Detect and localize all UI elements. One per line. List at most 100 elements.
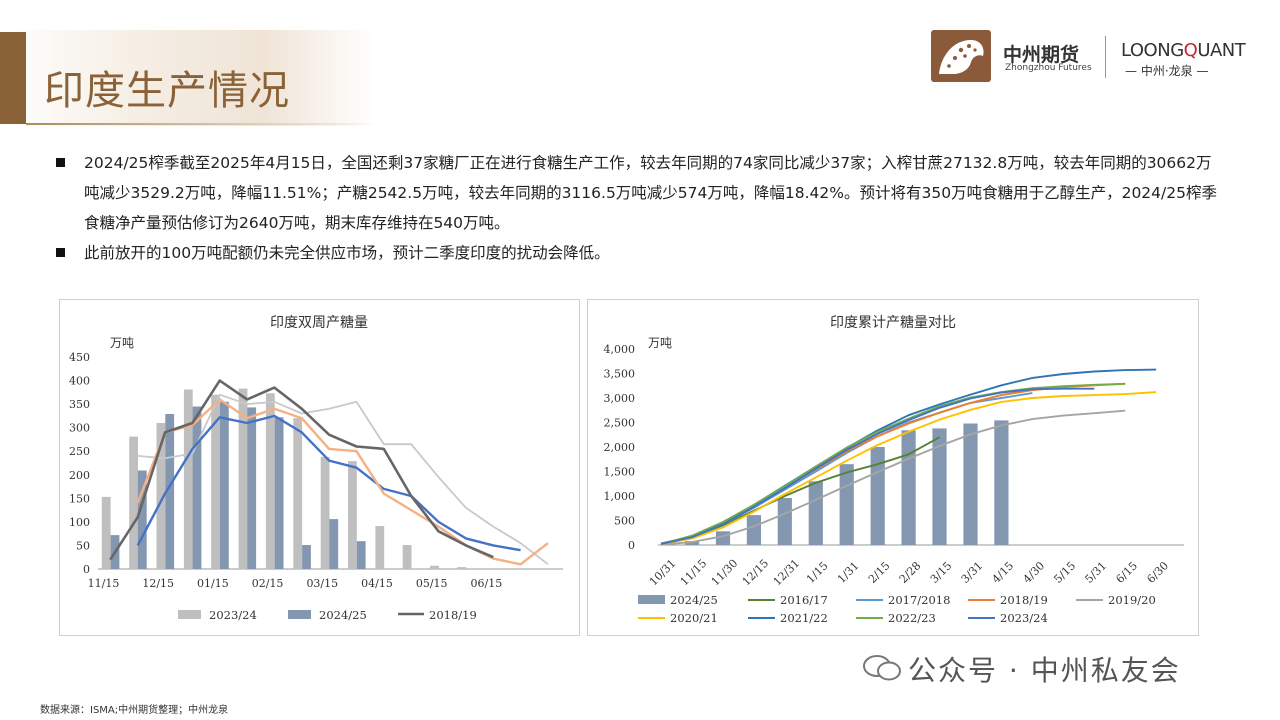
bar-2023-24: [375, 526, 385, 569]
bar-2023-24: [101, 496, 111, 569]
bar-2024-25: [808, 481, 823, 545]
bar-2023-24: [238, 388, 248, 569]
x-tick-label: 1/31: [835, 559, 862, 586]
legend-label: 2023/24: [209, 608, 257, 622]
x-tick-label: 04/15: [361, 577, 393, 590]
lq-part-q: Q: [1183, 40, 1198, 61]
y-tick-label: 1,500: [604, 466, 636, 479]
x-tick-label: 6/15: [1113, 559, 1140, 586]
bullet-square-icon: [56, 158, 65, 167]
x-tick-label: 05/15: [416, 577, 448, 590]
x-tick-label: 5/31: [1082, 559, 1109, 586]
bar-2024-25: [932, 428, 947, 545]
bar-2023-24: [129, 436, 138, 569]
bar-2024-25: [963, 423, 978, 545]
legend-swatch: [638, 595, 665, 604]
line-series-3: [137, 393, 549, 566]
title-accent-bar: [0, 32, 26, 124]
legend-label: 2024/25: [670, 593, 718, 607]
legend-label: 2018/19: [1000, 593, 1048, 607]
logo-name-cn: 中州期货: [1003, 44, 1080, 66]
y-tick-label: 350: [69, 398, 90, 411]
x-tick-label: 1/15: [804, 559, 831, 586]
data-source-note: 数据来源：ISMA;中州期货整理；中州龙泉: [40, 705, 229, 716]
bar-2024-25: [247, 407, 257, 569]
y-tick-label: 0: [628, 539, 635, 552]
line-series-0: [109, 379, 494, 561]
logo-divider: [1105, 36, 1106, 78]
x-tick-label: 01/15: [197, 577, 229, 590]
bullet-text: 此前放开的100万吨配额仍未完全供应市场，预计二季度印度的扰动会降低。: [84, 244, 610, 262]
bar-2024-25: [994, 420, 1009, 545]
bar-2024-25: [715, 531, 731, 545]
y-axis-unit: 万吨: [110, 336, 134, 350]
bar-2024-25: [356, 541, 366, 569]
y-tick-label: 2,500: [604, 417, 636, 430]
legend-label: 2018/19: [429, 608, 477, 622]
bar-2024-25: [839, 464, 854, 545]
series-line-2022-23: [660, 382, 1126, 545]
loongquant-subtitle: — 中州·龙泉 —: [1125, 64, 1209, 78]
bar-2024-25: [777, 498, 792, 545]
x-tick-label: 11/15: [88, 577, 120, 590]
watermark-text: 公众号 · 中州私友会: [908, 654, 1181, 687]
y-tick-label: 200: [69, 469, 90, 482]
y-tick-label: 1,000: [604, 490, 636, 503]
legend-label: 2016/17: [780, 593, 828, 607]
line-series-1: [136, 414, 521, 552]
bar-2024-25: [302, 545, 311, 569]
bar-2023-24: [430, 565, 439, 569]
bar-2023-24: [293, 418, 303, 569]
x-tick-label: 12/31: [771, 557, 803, 589]
lq-part-a: LOONG: [1121, 40, 1184, 61]
bar-2023-24: [211, 394, 220, 569]
title-underline: [26, 123, 376, 125]
chart-panel-biweekly: 印度双周产糖量 万吨 0 50 100 150 200 250 300 350 400 450 11/1…: [59, 299, 580, 636]
logo-name-en: Zhongzhou Futures: [1005, 63, 1092, 73]
y-tick-label: 250: [69, 445, 90, 458]
series-line-2023-24: [660, 387, 1095, 545]
y-tick-label: 2,000: [604, 441, 636, 454]
x-tick-label: 06/15: [471, 577, 503, 590]
x-tick-label: 02/15: [252, 577, 284, 590]
series-line-2020-21: [660, 391, 1157, 545]
bullet-item: 2024/25榨季截至2025年4月15日，全国还剩37家糖厂正在进行食糖生产工…: [52, 148, 1222, 238]
x-tick-label: 3/15: [928, 559, 955, 586]
loongquant-logo: LOONGQUANT: [1121, 40, 1246, 61]
bar-2024-25: [901, 430, 916, 545]
x-tick-label: 6/30: [1144, 559, 1171, 586]
y-tick-label: 3,500: [604, 368, 636, 381]
x-tick-label: 11/15: [678, 557, 710, 589]
bar-2023-24: [402, 545, 412, 569]
x-tick-label: 3/31: [959, 559, 986, 586]
series-line-2016-17: [660, 436, 941, 545]
legend-swatch: [178, 610, 201, 619]
x-tick-label: 4/30: [1021, 559, 1048, 586]
bullet-text: 2024/25榨季截至2025年4月15日，全国还剩37家糖厂正在进行食糖生产工…: [84, 154, 1217, 232]
wechat-icon: [863, 655, 901, 681]
bar-2023-24: [183, 389, 193, 569]
bar-2024-25: [192, 406, 202, 569]
legend-label: 2023/24: [1000, 611, 1048, 625]
y-tick-label: 400: [69, 375, 90, 388]
y-tick-label: 300: [69, 422, 90, 435]
legend-swatch: [288, 610, 311, 619]
bar-2024-25: [220, 401, 229, 569]
legend-label: 2024/25: [319, 608, 367, 622]
x-tick-label: 2/28: [897, 559, 924, 586]
legend-label: 2021/22: [780, 611, 828, 625]
x-tick-label: 12/15: [740, 557, 772, 589]
legend-label: 2017/2018: [888, 593, 950, 607]
y-tick-label: 450: [69, 351, 90, 364]
x-tick-label: 2/15: [866, 559, 893, 586]
y-tick-label: 0: [83, 563, 90, 576]
bullet-item: 此前放开的100万吨配额仍未完全供应市场，预计二季度印度的扰动会降低。: [52, 238, 1222, 268]
chart-title: 印度双周产糖量: [270, 315, 368, 331]
y-tick-label: 100: [69, 516, 90, 529]
chart-title: 印度累计产糖量对比: [830, 315, 956, 331]
y-tick-label: 3,000: [604, 392, 636, 405]
lq-part-c: UANT: [1197, 40, 1246, 61]
title-banner: [0, 30, 375, 126]
